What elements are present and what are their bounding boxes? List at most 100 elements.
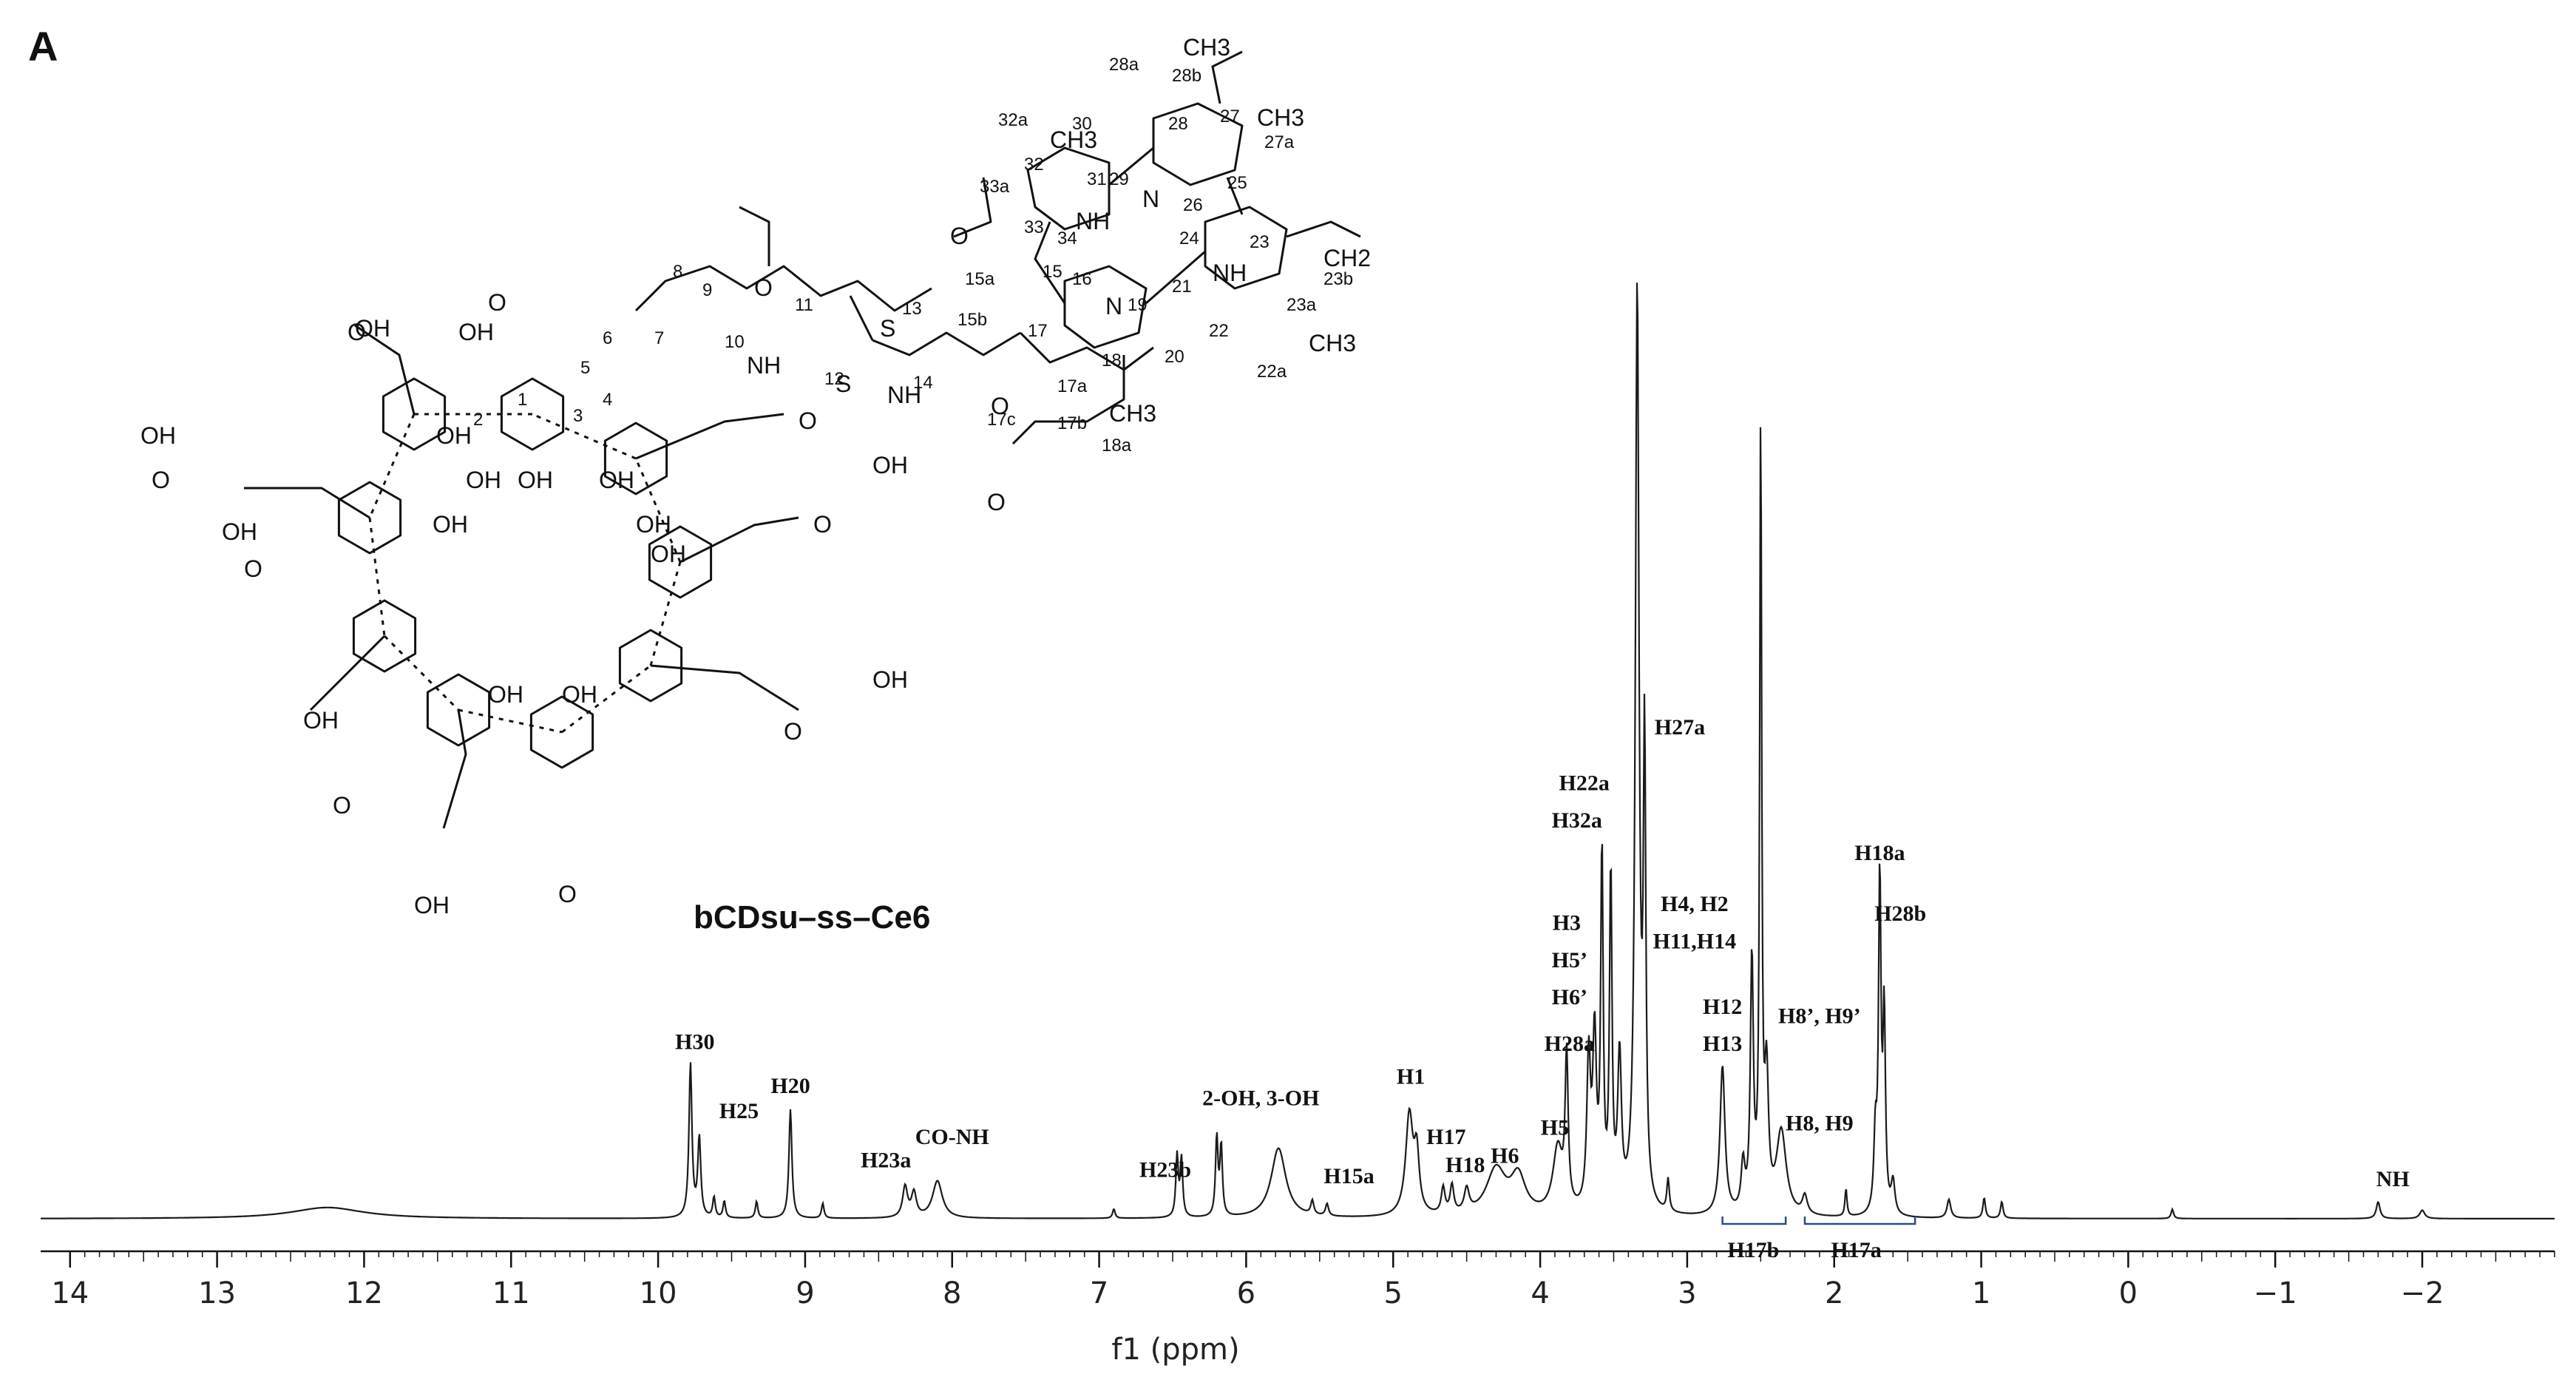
atom-number: 28a — [1109, 55, 1139, 75]
glucose-unit — [352, 599, 417, 673]
atom-number: 17c — [987, 410, 1016, 430]
atom-number: 6 — [603, 328, 612, 348]
x-tick-label: 6 — [1237, 1276, 1255, 1310]
integration-bracket — [1721, 1217, 1787, 1225]
atom-label: NH — [1213, 260, 1247, 286]
peak-annotation: H17 — [1426, 1125, 1465, 1149]
atom-number: 8 — [673, 262, 682, 282]
succinyl-arm — [635, 413, 784, 460]
atom-number: 13 — [902, 299, 922, 319]
x-tick-label: 10 — [640, 1276, 677, 1310]
x-tick-label: 4 — [1531, 1276, 1549, 1310]
x-tick-label: 12 — [345, 1276, 383, 1310]
peak-annotation: H28a — [1545, 1032, 1595, 1056]
atom-label: O — [813, 511, 832, 538]
atom-number: 25 — [1227, 173, 1247, 193]
atom-label: O — [152, 467, 170, 493]
atom-number: 17a — [1057, 376, 1088, 396]
atom-label: OH — [636, 511, 671, 538]
atom-number: 15b — [957, 310, 987, 330]
atom-number: 20 — [1165, 347, 1184, 367]
succinyl-arm — [442, 709, 467, 829]
atom-number: 9 — [702, 280, 712, 300]
glucose-unit — [500, 377, 565, 451]
atom-label: O — [333, 792, 351, 819]
peak-annotation: H5’ — [1552, 948, 1587, 972]
cyclodextrin-ring — [244, 324, 799, 829]
atom-label: NH — [747, 352, 781, 379]
atom-number: 31 — [1087, 169, 1107, 189]
x-tick-label: 2 — [1825, 1276, 1843, 1310]
x-tick-label: 8 — [943, 1276, 961, 1310]
peak-annotation: H23b — [1139, 1157, 1191, 1182]
atom-label: OH — [303, 707, 339, 734]
glycosidic-bond — [561, 664, 651, 734]
atom-label: S — [835, 371, 851, 397]
peak-annotation: NH — [2376, 1167, 2410, 1191]
x-tick-label: 1 — [1972, 1276, 1990, 1310]
succinyl-arm — [679, 516, 799, 564]
peak-annotation: H32a — [1552, 808, 1602, 833]
peak-annotation: H18a — [1854, 841, 1905, 865]
atom-number: 21 — [1172, 277, 1192, 297]
succinyl-arm — [650, 664, 799, 711]
glycosidic-bond — [649, 561, 682, 666]
atom-number: 32a — [998, 110, 1028, 130]
x-tick-label: −2 — [2401, 1276, 2444, 1310]
atom-number: 34 — [1057, 229, 1077, 248]
atom-number: 18a — [1102, 436, 1132, 456]
atom-label: CH2 — [1323, 245, 1371, 271]
atom-label: O — [991, 393, 1009, 419]
atom-number: 12 — [824, 369, 844, 389]
peak-annotation: H20 — [770, 1074, 810, 1098]
peak-annotation: H25 — [719, 1099, 759, 1123]
atom-number: 33 — [1024, 217, 1044, 237]
atom-number: 14 — [913, 373, 933, 393]
x-tick-label: 7 — [1090, 1276, 1108, 1310]
glucose-unit — [618, 629, 683, 703]
atom-label: OH — [518, 467, 553, 493]
x-tick-label: 9 — [796, 1276, 814, 1310]
peak-annotation: H23a — [861, 1148, 911, 1173]
atom-number: 27a — [1264, 132, 1295, 152]
panel-label: A — [28, 23, 58, 70]
glucose-unit — [382, 377, 447, 451]
atom-number: 26 — [1183, 195, 1203, 215]
atom-label: OH — [140, 422, 176, 449]
atom-label: OH — [488, 681, 523, 708]
succinyl-arm — [354, 324, 416, 415]
atom-label: NH — [887, 382, 921, 408]
glucose-unit — [529, 695, 594, 769]
peak-annotation: H11,H14 — [1653, 930, 1737, 954]
x-axis-ticks — [69, 1251, 2555, 1268]
x-tick-label: 5 — [1384, 1276, 1403, 1310]
peak-annotation: H8, H9 — [1786, 1111, 1854, 1135]
peak-annotation: H28b — [1874, 901, 1926, 926]
atom-number: 23a — [1287, 295, 1317, 315]
atom-number: 27 — [1220, 106, 1240, 126]
spectrum-plot: 14 13 12 11 10 9 8 7 6 5 4 3 2 1 0 −1 −2 H30H25H20H23aCO… — [41, 282, 2555, 1367]
peak-annotation: H3 — [1553, 910, 1581, 935]
atom-label: O — [950, 223, 969, 249]
atom-label: O — [987, 489, 1006, 515]
x-axis-label: f1 (ppm) — [1111, 1333, 1239, 1367]
atom-label: OH — [355, 315, 390, 342]
spectrum-trace — [41, 282, 2555, 1219]
peak-annotation: H18 — [1445, 1153, 1485, 1177]
atom-number: 1 — [518, 390, 527, 410]
glycosidic-bond — [634, 458, 682, 563]
atom-number: 15 — [1043, 262, 1062, 282]
integration-bracket — [1803, 1217, 1916, 1225]
atom-label: O — [488, 289, 506, 316]
peak-annotation: H1 — [1397, 1064, 1425, 1089]
glycosidic-bond — [368, 413, 416, 518]
atom-number: 7 — [654, 328, 664, 348]
atom-label: NH — [1076, 208, 1110, 234]
x-axis-tick-labels: 14 13 12 11 10 9 8 7 6 5 4 3 2 1 0 −1 −2 — [51, 1276, 2444, 1310]
peak-annotation: H17a — [1831, 1238, 1881, 1262]
atom-number: 2 — [473, 410, 483, 430]
atom-label: OH — [562, 681, 597, 708]
atom-label: O — [799, 407, 817, 434]
